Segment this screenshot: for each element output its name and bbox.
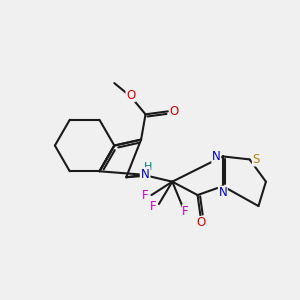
Text: F: F [142,189,148,202]
Text: O: O [126,88,135,101]
Text: O: O [196,217,205,230]
Text: N: N [141,168,150,181]
Text: F: F [182,205,189,218]
Text: N: N [212,150,221,163]
Text: F: F [150,200,156,213]
Text: S: S [252,153,260,166]
Text: S: S [140,168,148,181]
Text: O: O [170,105,179,118]
Text: N: N [218,186,227,199]
Text: H: H [144,162,153,172]
